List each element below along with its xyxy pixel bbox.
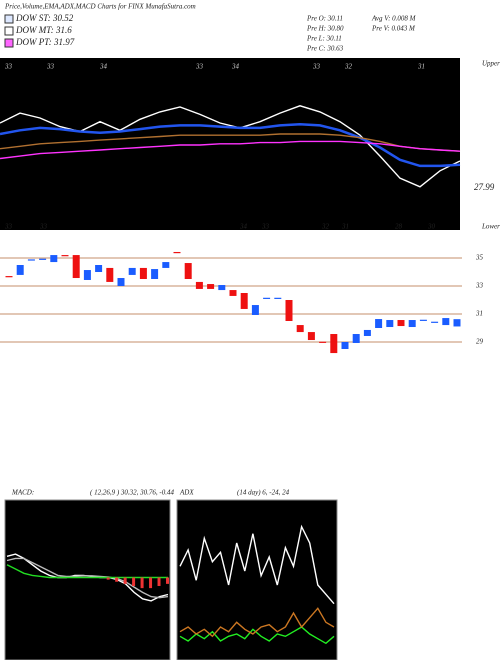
candle-body <box>341 342 349 349</box>
info-label: Avg V: 0.008 M <box>371 15 417 23</box>
date-label: 34 <box>99 63 108 71</box>
info-label: Pre L: 30.11 <box>306 35 342 43</box>
annotation: Upper <box>482 60 500 68</box>
legend-swatch <box>4 14 14 24</box>
candle-body <box>218 285 226 291</box>
candle-body <box>184 263 192 279</box>
candle-body <box>106 267 114 282</box>
date-label: 31 <box>417 63 425 71</box>
candle-body <box>16 265 24 275</box>
date-label: 33 <box>4 223 13 231</box>
histogram-bar <box>140 577 144 589</box>
candle-body <box>162 262 170 268</box>
candle-body <box>128 267 136 275</box>
histogram-bar <box>149 577 153 589</box>
candle-body <box>5 276 13 278</box>
histogram-bar <box>132 577 136 586</box>
candle-body <box>285 300 293 321</box>
adx-title: ADX <box>179 489 194 497</box>
date-label: 33 <box>261 223 270 231</box>
series-line <box>0 133 461 152</box>
macd-subtitle: ( 12,26,9 ) 30.32, 30.76, -0.44 <box>90 489 174 497</box>
candle-body <box>319 341 327 343</box>
y-tick-label: 29 <box>476 338 484 346</box>
candle-body <box>307 332 315 341</box>
y-tick-label: 31 <box>475 310 483 318</box>
series-line <box>179 524 335 605</box>
candle-body <box>397 320 405 327</box>
candle-body <box>27 259 35 261</box>
legend-label: DOW MT: 31.6 <box>15 25 72 35</box>
candle-body <box>386 320 394 328</box>
candle-body <box>330 334 338 354</box>
legend-label: DOW PT: 31.97 <box>15 37 75 47</box>
candle-body <box>207 284 215 289</box>
candle-body <box>139 267 147 279</box>
page-title: Price,Volume,EMA,ADX,MACD Charts for FIN… <box>4 3 196 11</box>
info-label: Pre C: 30.63 <box>306 45 344 53</box>
date-label: 32 <box>321 223 330 231</box>
series-line <box>6 557 169 599</box>
info-label: Pre O: 30.11 <box>306 15 343 23</box>
candle-body <box>453 319 461 327</box>
legend-swatch <box>4 26 14 36</box>
candle-body <box>431 321 439 323</box>
annotation: 27.99 <box>474 182 495 192</box>
y-tick-label: 33 <box>475 282 484 290</box>
date-label: 34 <box>239 223 248 231</box>
series-line <box>179 607 335 638</box>
histogram-bar <box>157 577 161 586</box>
histogram-bar <box>115 577 119 582</box>
date-label: 33 <box>312 63 321 71</box>
adx-subtitle: (14 day) 6, -24, 24 <box>237 489 290 497</box>
candle-body <box>240 293 248 309</box>
candle-body <box>173 251 181 254</box>
macd-panel <box>4 499 171 660</box>
candle-body <box>352 334 360 343</box>
date-label: 28 <box>395 223 403 231</box>
candle-body <box>363 329 371 336</box>
candle-body <box>296 325 304 333</box>
date-label: 32 <box>344 63 353 71</box>
candle-body <box>251 305 259 315</box>
candle-body <box>50 255 58 263</box>
date-label: 31 <box>341 223 349 231</box>
legend-swatch <box>4 38 14 48</box>
candle-body <box>229 290 237 296</box>
series-line <box>0 140 461 160</box>
histogram-bar <box>106 577 110 580</box>
info-label: Pre V: 0.043 M <box>371 25 416 33</box>
legend-label: DOW ST: 30.52 <box>15 13 74 23</box>
candle-body <box>151 269 159 279</box>
annotation: Lower <box>481 223 500 231</box>
date-label: 34 <box>231 63 240 71</box>
date-label: 33 <box>195 63 204 71</box>
series-line <box>0 122 461 168</box>
histogram-bar <box>166 577 169 584</box>
candle-body <box>442 318 450 326</box>
candle-body <box>39 258 47 260</box>
candle-body <box>72 255 80 279</box>
date-label: 33 <box>4 63 13 71</box>
candle-body <box>263 297 271 299</box>
candle-body <box>195 281 203 289</box>
candle-body <box>61 255 69 257</box>
date-label: 33 <box>46 63 55 71</box>
histogram-bar <box>123 577 127 584</box>
candle-body <box>419 319 427 321</box>
date-label: 33 <box>39 223 48 231</box>
candle-body <box>95 265 103 272</box>
candle-body <box>408 320 416 328</box>
date-label: 30 <box>427 223 436 231</box>
macd-title: MACD: <box>11 489 34 497</box>
y-tick-label: 35 <box>475 254 484 262</box>
candle-body <box>375 319 383 328</box>
candle-body <box>83 270 91 280</box>
candle-body <box>117 278 125 286</box>
candle-body <box>274 297 282 299</box>
info-label: Pre H: 30.80 <box>306 25 344 33</box>
series-line <box>179 626 335 645</box>
